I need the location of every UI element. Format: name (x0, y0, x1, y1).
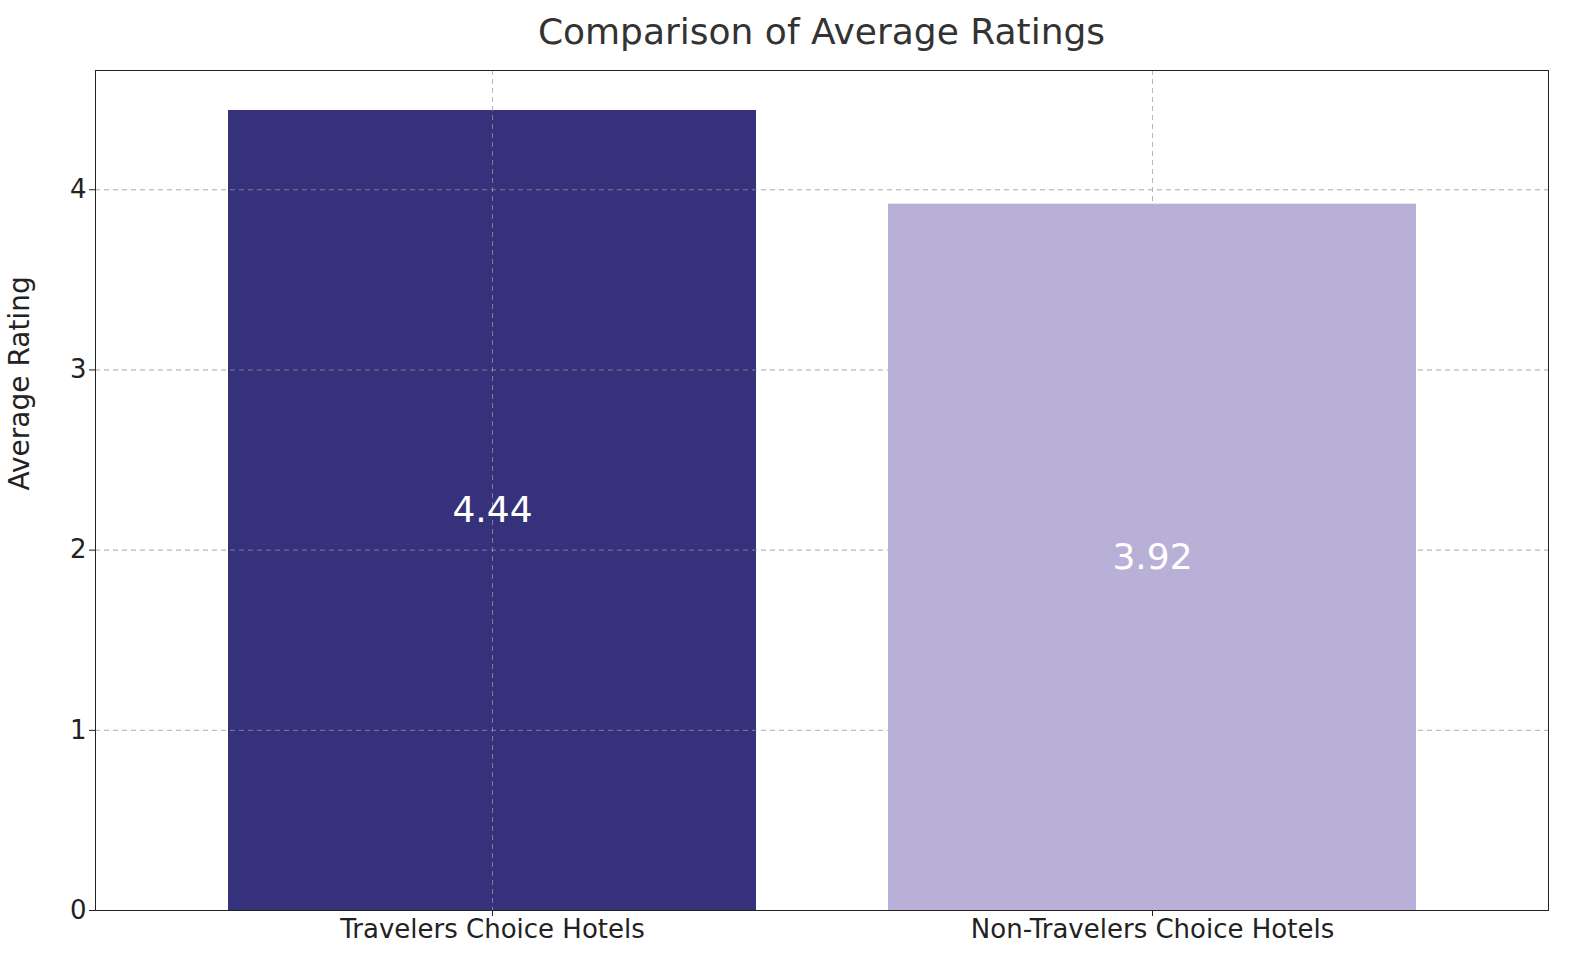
svg-text:3.92: 3.92 (1112, 536, 1192, 577)
svg-text:0: 0 (70, 895, 87, 925)
svg-text:1: 1 (70, 715, 87, 745)
svg-text:2: 2 (70, 534, 87, 564)
html-text:Comparison of Average Ratings: Comparison of Average Ratings (537, 11, 1106, 52)
svg-text:3: 3 (70, 354, 87, 384)
svg-text:4: 4 (70, 174, 87, 204)
svg-text:4.44: 4.44 (452, 489, 532, 530)
svg-text:Average Rating: Average Rating (3, 276, 36, 490)
svg-text:Non-Travelers Choice Hotels: Non-Travelers Choice Hotels (971, 914, 1334, 944)
svg-text:Travelers Choice Hotels: Travelers Choice Hotels (339, 914, 645, 944)
